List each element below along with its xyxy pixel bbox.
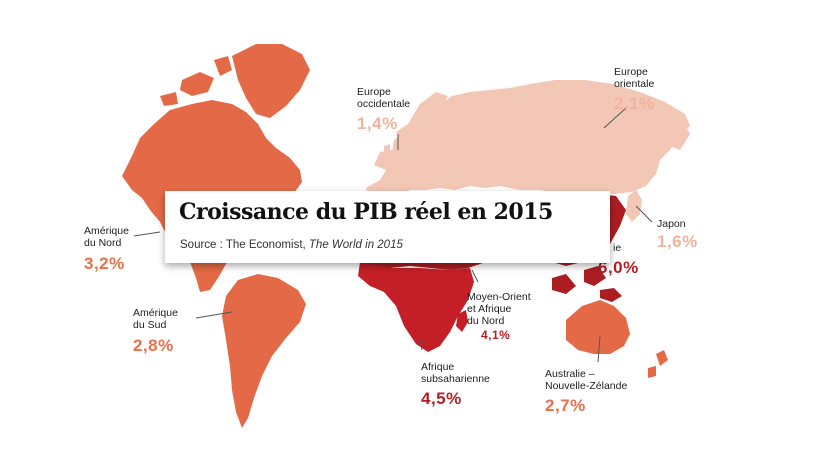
arctic-islands-shape	[160, 56, 232, 106]
north-america-label-line1: Amérique	[84, 225, 129, 237]
north-america-label: Amérique du Nord	[84, 225, 129, 249]
mena-label: Moyen-Orient et Afrique du Nord	[467, 291, 531, 327]
western-europe-label: Europe occidentale	[357, 86, 410, 110]
leader-line-eastern-europe	[603, 107, 627, 129]
japan-value: 1,6%	[657, 232, 698, 251]
source-note: Source : The Economist, The World in 201…	[180, 239, 403, 251]
kamchatka-shape	[668, 122, 690, 150]
mena-label-line1: Moyen-Orient	[467, 291, 531, 303]
leader-line-subsaharan	[419, 339, 423, 351]
leader-line-north-america	[133, 231, 161, 237]
north-america-label-line2: du Nord	[84, 237, 122, 249]
source-prefix: Source : The Economist,	[180, 239, 309, 251]
south-america-label-line2: du Sud	[133, 319, 167, 331]
asia-label-line1: ie	[613, 242, 622, 254]
new-zealand-shape	[648, 350, 668, 378]
japan-label-line1: Japon	[657, 218, 686, 230]
subsaharan-africa-value: 4,5%	[421, 389, 462, 408]
oceania-label: Australie – Nouvelle-Zélande	[545, 368, 627, 392]
southeast-asia-islands-shape	[552, 266, 622, 302]
map-title: Croissance du PIB réel en 2015	[179, 199, 553, 225]
source-publication: The World in 2015	[308, 239, 403, 251]
eastern-europe-value: 2,1%	[614, 94, 655, 113]
western-europe-label-line2: occidentale	[357, 98, 411, 110]
subsaharan-africa-shape	[358, 262, 474, 352]
north-america-value: 3,2%	[84, 254, 125, 273]
eurasia-shape	[366, 80, 690, 205]
japan-label: Japon	[657, 218, 686, 230]
australia-shape	[566, 300, 630, 354]
subsaharan-africa-label-line2: subsaharienne	[421, 373, 490, 385]
subsaharan-africa-label: Afrique subsaharienne	[421, 361, 490, 385]
oceania-label-line2: Nouvelle-Zélande	[545, 380, 628, 392]
madagascar-shape	[456, 310, 468, 332]
eastern-europe-label-line1: Europe	[614, 66, 648, 78]
mena-value: 4,1%	[481, 328, 511, 342]
western-europe-value: 1,4%	[357, 114, 398, 133]
oceania-label-line1: Australie –	[545, 368, 595, 380]
south-america-label-line1: Amérique	[133, 307, 178, 319]
title-box: Croissance du PIB réel en 2015 Source : …	[165, 191, 610, 263]
subsaharan-africa-label-line1: Afrique	[421, 361, 455, 373]
south-america-shape	[222, 274, 306, 428]
south-america-value: 2,8%	[133, 336, 174, 355]
scandinavia-shape	[406, 92, 448, 146]
mena-label-line3: du Nord	[467, 315, 505, 327]
leader-lines	[133, 107, 653, 363]
eastern-europe-label-line2: orientale	[614, 78, 655, 90]
greenland-shape	[232, 44, 310, 118]
south-america-label: Amérique du Sud	[133, 307, 178, 331]
british-isles-shape	[384, 134, 406, 156]
leader-line-mena	[471, 269, 479, 283]
japan-shape	[626, 190, 642, 222]
leader-line-japan	[635, 205, 653, 223]
leader-line-south-america	[195, 311, 233, 319]
oceania-value: 2,7%	[545, 396, 586, 415]
leader-line-oceania	[597, 335, 601, 363]
western-europe-label-line1: Europe	[357, 86, 391, 98]
asia-label: ie	[613, 242, 621, 254]
eastern-europe-label: Europe orientale	[614, 66, 654, 90]
mena-label-line2: et Afrique	[467, 303, 512, 315]
